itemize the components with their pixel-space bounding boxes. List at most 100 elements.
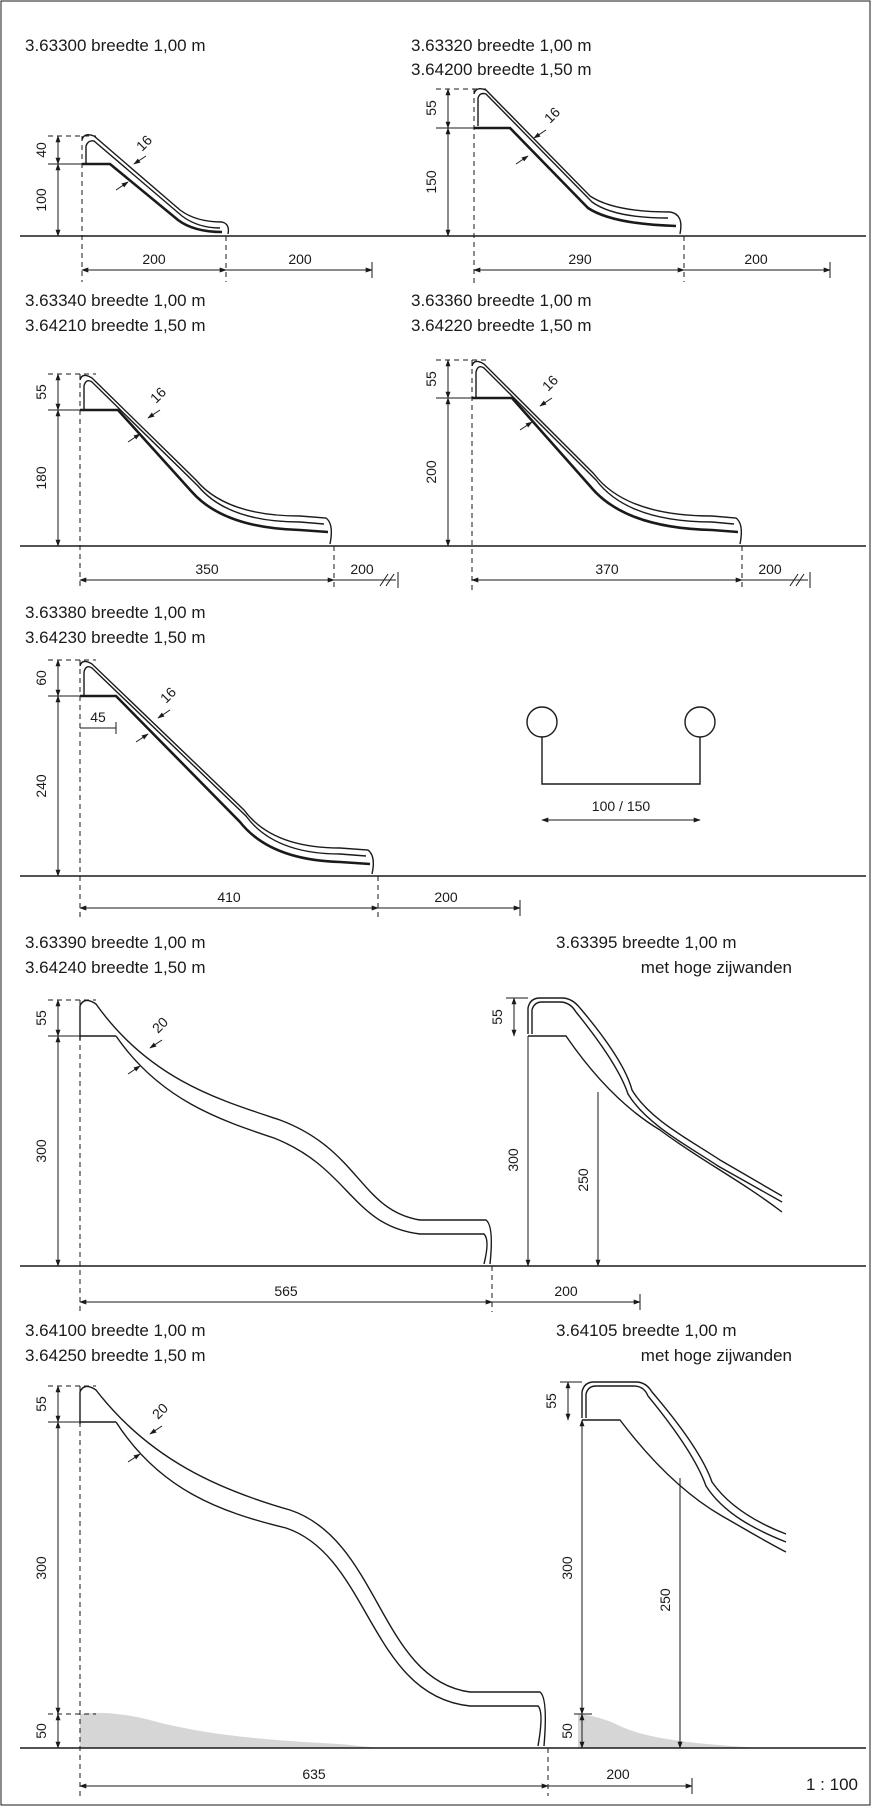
dim-clearance-value: 200: [350, 561, 374, 577]
slide-bed: [472, 396, 739, 534]
rail-circle: [684, 706, 716, 738]
wall-value: 16: [541, 104, 563, 126]
slide-rail: [83, 379, 325, 525]
dim-height-value: 300: [33, 1139, 49, 1163]
slide-rail: [83, 665, 367, 857]
dim-length-value: 635: [302, 1766, 326, 1782]
dim-top-value: 60: [33, 670, 49, 686]
dim-height-value: 180: [33, 466, 49, 490]
wall-value: 20: [149, 1014, 171, 1036]
dim-length-value: 290: [568, 251, 592, 267]
dim-top-value: 55: [489, 1009, 505, 1025]
slide-label-line: 3.64230 breedte 1,50 m: [25, 628, 206, 647]
slide-label-line: 3.64220 breedte 1,50 m: [411, 316, 592, 335]
slide-label-line: met hoge zijwanden: [641, 1346, 792, 1365]
slide-label-line: 3.63395 breedte 1,00 m: [556, 933, 737, 952]
dim-length-value: 565: [274, 1283, 298, 1299]
slide-label-line: 3.64100 breedte 1,00 m: [25, 1321, 206, 1340]
wall-arrow: [133, 155, 147, 165]
slide-label-line: 3.64240 breedte 1,50 m: [25, 958, 206, 977]
slide-3-63320: 3.63320 breedte 1,00 m 3.64200 breedte 1…: [411, 36, 831, 284]
slide-3-64100: 3.64100 breedte 1,00 m 3.64250 breedte 1…: [20, 1321, 866, 1796]
slide-rail: [79, 374, 333, 545]
slide-sidewall: [581, 1381, 787, 1535]
slide-rail: [475, 365, 735, 525]
slide-rail: [473, 87, 682, 235]
break-mark: [379, 573, 389, 587]
rail-circle: [526, 706, 558, 738]
dim-height-value: 100: [33, 188, 49, 212]
slide-label-line: met hoge zijwanden: [641, 958, 792, 977]
dim-clearance-value: 200: [434, 889, 458, 905]
slide-rail: [85, 140, 221, 229]
dim-top-value: 55: [33, 1396, 49, 1412]
slide-sidewall: [527, 997, 783, 1197]
dim-height-value: 240: [33, 774, 49, 798]
dim-clearance-value: 200: [744, 251, 768, 267]
slide-3-63360: 3.63360 breedte 1,00 m 3.64220 breedte 1…: [411, 291, 811, 590]
wall-arrow: [533, 129, 547, 139]
dim-clearance-value: 200: [758, 561, 782, 577]
slide-label-line: 3.63360 breedte 1,00 m: [411, 291, 592, 310]
wall-value: 16: [133, 132, 155, 154]
wall-arrow: [127, 1453, 141, 1463]
dim-height-value: 300: [505, 1148, 521, 1172]
slide-3-63390: 3.63390 breedte 1,00 m 3.64240 breedte 1…: [20, 933, 866, 1312]
slide-label-line: 3.64250 breedte 1,50 m: [25, 1346, 206, 1365]
dim-height-value: 150: [423, 170, 439, 194]
slide-label-line: 3.63390 breedte 1,00 m: [25, 933, 206, 952]
wall-value: 16: [157, 684, 179, 706]
slide-label-line: 3.63380 breedte 1,00 m: [25, 603, 206, 622]
trough: [541, 737, 701, 785]
slide-sidewall: [531, 1001, 783, 1203]
dim-top-value: 55: [423, 371, 439, 387]
slide-bed: [80, 694, 371, 866]
slide-rail: [477, 92, 669, 219]
slide-rail: [471, 360, 743, 545]
dim-clearance-value: 200: [288, 251, 312, 267]
slide-3-63300: 3.63300 breedte 1,00 m 40 100 16 200 200: [20, 36, 866, 282]
dim-width-value: 100 / 150: [592, 798, 651, 814]
wall-arrow: [147, 409, 161, 419]
wall-arrow: [127, 433, 141, 443]
slide-bed: [80, 408, 329, 534]
wall-value: 16: [539, 372, 561, 394]
slide-3-63395: 3.63395 breedte 1,00 m met hoge zijwande…: [489, 933, 792, 1267]
break-mark: [789, 573, 799, 587]
wall-value: 16: [147, 384, 169, 406]
slide-rail: [79, 1385, 547, 1747]
wall-arrow: [539, 397, 553, 407]
slide-label-line: 3.64200 breedte 1,50 m: [411, 60, 592, 79]
slide-sidewall: [585, 1385, 787, 1543]
dim-platform-value: 45: [90, 709, 106, 725]
dim-top-value: 55: [423, 100, 439, 116]
wall-arrow: [149, 1039, 163, 1049]
slide-rail: [115, 1421, 542, 1747]
slide-bed: [474, 126, 677, 228]
slide-label-line: 3.63300 breedte 1,00 m: [25, 36, 206, 55]
slide-3-63340: 3.63340 breedte 1,00 m 3.64210 breedte 1…: [20, 291, 866, 590]
dim-length-value: 370: [595, 561, 619, 577]
slide-label-line: 3.64210 breedte 1,50 m: [25, 316, 206, 335]
sand-bed: [80, 1712, 380, 1748]
dim-base-value: 50: [559, 1723, 575, 1739]
wall-arrow: [519, 421, 533, 431]
wall-arrow: [135, 733, 149, 743]
dim-clearance-value: 200: [606, 1766, 630, 1782]
wall-arrow: [127, 1065, 141, 1075]
scale-label: 1 : 100: [806, 1775, 858, 1794]
wall-arrow: [515, 155, 529, 165]
slide-3-64105: 3.64105 breedte 1,00 m met hoge zijwande…: [543, 1321, 792, 1749]
dim-top-value: 55: [33, 384, 49, 400]
slide-label-line: 3.63340 breedte 1,00 m: [25, 291, 206, 310]
slide-3-63380: 3.63380 breedte 1,00 m 3.64230 breedte 1…: [20, 603, 866, 920]
slide-rail: [81, 133, 230, 235]
dim-height-value: 300: [559, 1556, 575, 1580]
dim-clearance-value: 200: [554, 1283, 578, 1299]
cross-section: 100 / 150: [526, 706, 716, 823]
wall-arrow: [115, 181, 129, 191]
slide-label-line: 3.64105 breedte 1,00 m: [556, 1321, 737, 1340]
